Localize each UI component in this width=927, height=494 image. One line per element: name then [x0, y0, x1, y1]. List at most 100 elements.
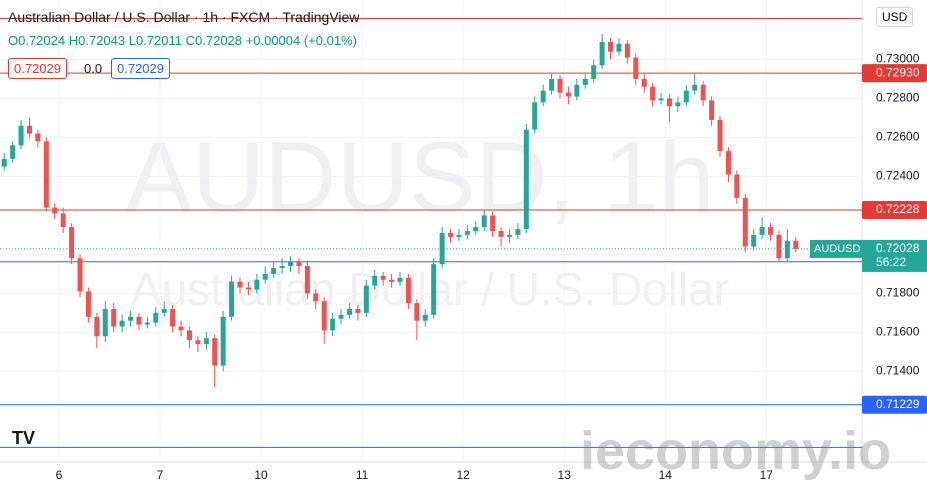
candle-body — [742, 197, 748, 247]
x-tick-label: 11 — [356, 468, 369, 482]
candle-body — [473, 227, 479, 231]
candle-body — [768, 227, 774, 235]
candle-body — [574, 84, 580, 97]
candle-body — [170, 308, 176, 327]
candle-body — [119, 320, 125, 327]
price-tag-label: 0.72028 — [876, 241, 920, 255]
candle-body — [195, 340, 201, 345]
x-tick-label: 13 — [558, 468, 572, 482]
candle-body — [582, 78, 588, 85]
candle-body — [608, 41, 614, 52]
ohlc-change: +0.00004 (+0.01%) — [245, 33, 357, 48]
candle-body — [296, 262, 302, 267]
candle-body — [220, 316, 226, 366]
candle-body — [161, 308, 167, 313]
candle-body — [10, 145, 16, 159]
candle-body — [793, 240, 799, 249]
candle-body — [77, 258, 83, 292]
candle-body — [153, 312, 159, 323]
candle-body — [128, 316, 134, 321]
candle-body — [666, 98, 672, 107]
candle-body — [254, 279, 260, 290]
candle-body — [515, 229, 521, 235]
watermark-name: Australian Dollar / U.S. Dollar — [131, 263, 729, 315]
symbol-tag — [810, 239, 862, 258]
ohlc-high: H0.72043 — [68, 33, 126, 48]
candle-body — [229, 281, 235, 317]
candle-body — [52, 207, 58, 214]
buy-button[interactable]: 0.72029 — [111, 58, 170, 79]
candle-body — [734, 174, 740, 198]
y-tick-label: 0.71400 — [876, 364, 920, 378]
candle-body — [313, 293, 319, 302]
candle-body — [186, 330, 192, 341]
candle-body — [540, 90, 546, 103]
candle-body — [456, 234, 462, 237]
candle-body — [616, 43, 622, 52]
y-tick-label: 0.71800 — [876, 286, 920, 300]
candle-body — [523, 129, 529, 230]
x-tick-label: 12 — [456, 468, 470, 482]
y-tick-label: 0.72600 — [876, 130, 920, 144]
countdown: 56:22 — [876, 255, 906, 269]
candle-body — [414, 303, 420, 321]
ohlc-header: O0.72024 H0.72043 L0.72011 C0.72028 +0.0… — [8, 33, 357, 48]
candle-body — [245, 287, 251, 290]
tv-logo: TV — [12, 428, 36, 448]
candle-body — [717, 119, 723, 152]
level-label: 0.72228 — [876, 202, 920, 216]
sell-button[interactable]: 0.72029 — [8, 58, 67, 79]
candle-body — [490, 215, 496, 231]
candle-body — [624, 43, 630, 58]
candle-body — [136, 316, 142, 325]
candle-body — [60, 213, 66, 228]
candle-body — [431, 264, 437, 315]
candle-body — [481, 215, 487, 228]
candle-body — [178, 326, 184, 331]
candle-body — [683, 90, 689, 103]
x-tick-label: 10 — [254, 468, 268, 482]
level-tag — [862, 395, 927, 414]
candle-body — [641, 78, 647, 87]
ohlc-low: L0.72011 — [128, 33, 183, 48]
candle-body — [380, 275, 386, 280]
candle-body — [532, 102, 538, 130]
candle-body — [363, 285, 369, 313]
candle-body — [439, 232, 445, 265]
watermark-symbol: AUDUSD, 1h — [125, 121, 714, 233]
candle-body — [212, 338, 218, 366]
candle-body — [692, 84, 698, 91]
candle-body — [557, 78, 563, 93]
candle-body — [405, 277, 411, 304]
level-tag — [862, 200, 927, 219]
candle-body — [650, 86, 656, 101]
candle-body — [203, 338, 209, 345]
candle-body — [262, 273, 268, 280]
candle-body — [784, 240, 790, 259]
candle-body — [372, 275, 378, 286]
candle-body — [26, 125, 32, 134]
candle-body — [237, 281, 243, 288]
candle-body — [389, 279, 395, 282]
candle-body — [633, 57, 639, 79]
currency-button[interactable]: USD — [876, 7, 914, 27]
candle-body — [304, 266, 310, 294]
y-tick-label: 0.72400 — [876, 169, 920, 183]
chart-title: Australian Dollar / U.S. Dollar · 1h · F… — [8, 9, 360, 25]
symbol-tag-name: AUDUSD — [814, 243, 861, 255]
candle-body — [69, 227, 75, 259]
candle-body — [464, 231, 470, 235]
candle-body — [35, 133, 41, 142]
y-tick-label: 0.71600 — [876, 325, 920, 339]
candle-body — [591, 65, 597, 79]
candle-body — [330, 318, 336, 331]
candle-body — [776, 234, 782, 259]
candle-body — [549, 78, 555, 91]
ohlc-close: C0.72028 — [185, 33, 243, 48]
candle-body — [346, 308, 352, 315]
site-watermark: ieconomy.io — [580, 421, 892, 481]
x-tick-label: 14 — [659, 468, 673, 482]
candle-body — [498, 231, 504, 237]
candle-body — [759, 227, 765, 235]
